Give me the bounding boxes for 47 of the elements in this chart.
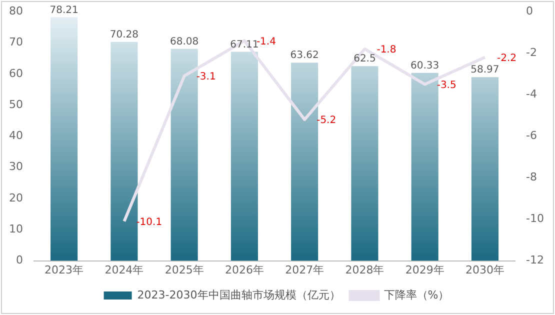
y2-tick-label: -12: [526, 254, 544, 267]
y-tick-label: 30: [8, 160, 23, 174]
data-label: 78.21: [50, 4, 78, 16]
y-tick-label: 0: [16, 254, 23, 267]
x-tick-label: 2025年: [164, 263, 204, 276]
legend-label: 下降率（%）: [384, 288, 450, 302]
x-tick-label: 2028年: [345, 263, 384, 276]
x-tick-label: 2024年: [104, 263, 144, 276]
y2-tick-label: 0: [526, 4, 534, 18]
data-label: 62.5: [354, 54, 376, 65]
legend-label: 2023-2030年中国曲轴市场规模（亿元）: [137, 288, 340, 302]
x-tick-label: 2030年: [465, 263, 504, 276]
x-tick-label: 2026年: [224, 263, 264, 276]
bar: [50, 17, 78, 261]
y-tick-label: 40: [8, 129, 23, 142]
y-tick-label: 20: [8, 191, 23, 204]
bar: [471, 77, 498, 261]
y-tick-label: 50: [8, 98, 23, 111]
data-label: -2.2: [496, 52, 516, 64]
x-tick-label: 2023年: [44, 263, 84, 276]
data-label: -1.8: [376, 44, 396, 56]
bar: [291, 62, 318, 261]
data-label: 58.97: [470, 64, 500, 76]
bar: [230, 52, 258, 261]
y2-tick-label: -4: [526, 88, 538, 101]
data-label: -3.5: [436, 80, 456, 91]
x-tick-label: 2029年: [405, 263, 444, 276]
bar: [411, 72, 438, 261]
data-label: 60.33: [410, 60, 440, 72]
data-label: 70.28: [110, 29, 139, 40]
data-label: -3.1: [196, 72, 216, 83]
y-tick-label: 60: [8, 66, 23, 80]
y-tick-label: 70: [8, 36, 23, 49]
y-tick-label: 80: [8, 4, 23, 18]
data-label: -5.2: [316, 115, 336, 126]
y-tick-label: 10: [8, 222, 23, 236]
data-label: 68.08: [170, 36, 199, 48]
x-tick-label: 2027年: [285, 263, 324, 276]
y2-tick-label: -2: [526, 46, 537, 59]
y2-tick-label: -6: [526, 129, 538, 142]
y2-tick-label: -10: [526, 212, 544, 226]
y2-tick-label: -8: [526, 170, 538, 184]
bar: [351, 66, 378, 261]
data-label: 63.62: [290, 50, 319, 62]
bar: [170, 48, 198, 261]
data-label: 67.11: [230, 39, 259, 50]
bar: [110, 42, 138, 261]
